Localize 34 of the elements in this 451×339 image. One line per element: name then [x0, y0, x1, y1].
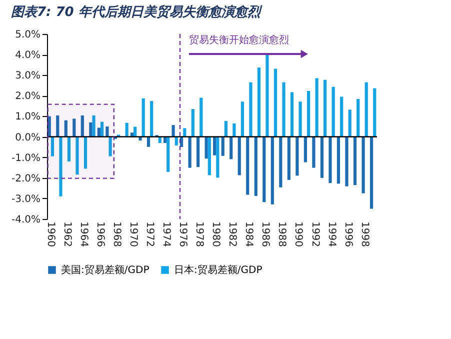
x-tick-label: 1984 [243, 222, 254, 247]
x-tick-label: 1986 [260, 222, 271, 247]
x-tick-label: 1970 [128, 222, 139, 247]
x-tick-label: 1982 [226, 222, 238, 247]
x-tick-label: 1978 [194, 222, 205, 247]
y-tick-label: 3.0% [15, 70, 40, 82]
x-tick-label: 1992 [309, 222, 320, 247]
x-tick-label: 1990 [292, 222, 304, 247]
chart-title: 图表7: 70 年代后期日美贸易失衡愈演愈烈 [10, 4, 262, 20]
y-tick-label: 5.0% [15, 30, 40, 40]
legend-label: 日本:贸易差额/GDP [174, 264, 262, 276]
x-tick-label: 1966 [94, 222, 106, 247]
y-tick-label: -1.0% [11, 152, 40, 164]
x-tick-label: 1972 [144, 222, 156, 247]
annotation: 贸易失衡开始愈演愈烈 [188, 34, 289, 46]
y-tick-label: 0.0% [15, 132, 40, 144]
x-tick-label: 1998 [358, 222, 370, 247]
y-tick-label: -3.0% [11, 194, 40, 205]
legend-label: 美国:贸易差额/GDP [61, 264, 150, 276]
x-tick-label: 1964 [78, 222, 89, 247]
y-tick-label: 1.0% [15, 112, 40, 123]
y-tick-label: 4.0% [15, 50, 40, 62]
x-tick-label: 1988 [276, 222, 288, 247]
x-tick-label: 1962 [61, 222, 72, 247]
x-tick-label: 1976 [177, 222, 188, 247]
y-tick-label: -4.0% [11, 214, 40, 226]
x-tick-label: 1960 [44, 222, 56, 247]
x-tick-label: 1974 [160, 222, 172, 247]
x-tick-label: 1980 [210, 222, 222, 247]
x-tick-label: 1996 [342, 222, 354, 247]
y-tick-label: -2.0% [11, 173, 40, 184]
y-tick-label: 2.0% [15, 91, 40, 102]
x-tick-label: 1968 [111, 222, 122, 247]
x-tick-label: 1994 [326, 222, 337, 247]
